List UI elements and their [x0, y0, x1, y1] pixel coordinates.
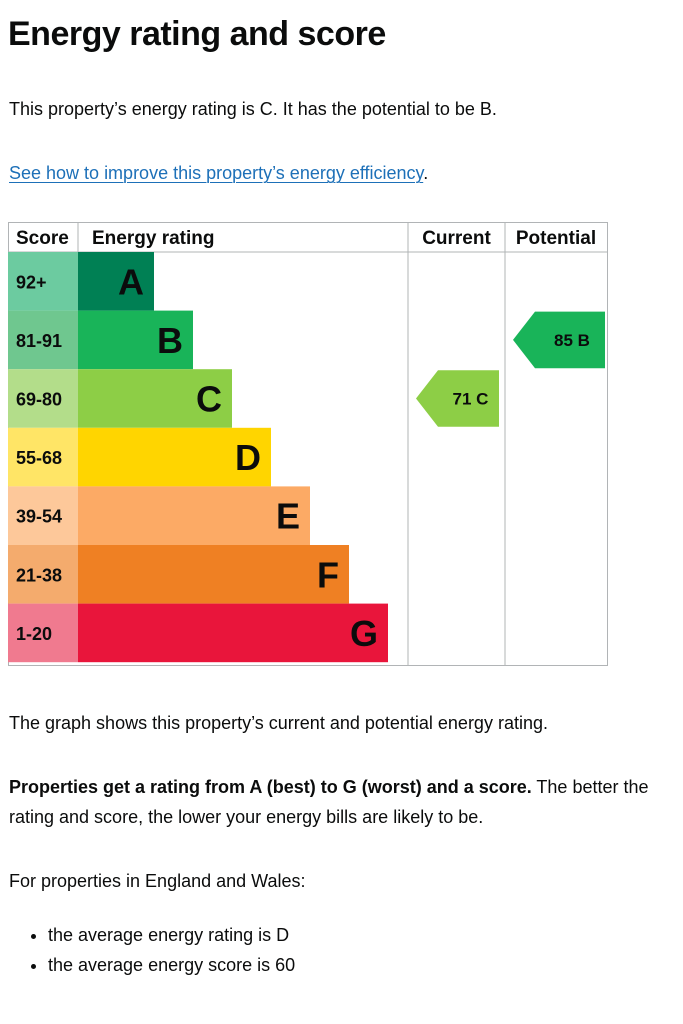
graph-caption: The graph shows this property’s current … — [9, 713, 548, 733]
rating-bar-a — [78, 252, 154, 311]
score-label-c: 69-80 — [16, 390, 62, 410]
score-cell-d — [8, 427, 78, 487]
score-cell-f — [8, 545, 78, 604]
rating-bar-c — [78, 369, 232, 428]
potential-rating-label: 85 B — [554, 331, 590, 350]
header-energy-rating: Energy rating — [92, 228, 214, 249]
improve-paragraph: See how to improve this property’s energ… — [9, 158, 669, 188]
rating-letter-e: E — [276, 496, 300, 537]
rating-bar-e — [78, 486, 310, 545]
current-rating-arrow — [416, 370, 499, 427]
region-intro: For properties in England and Wales: — [9, 871, 306, 891]
improve-link-suffix: . — [423, 163, 429, 183]
energy-rating-chart: Score Energy rating Current Potential 92+ A 81… — [8, 222, 608, 666]
header-potential: Potential — [516, 228, 596, 249]
score-cell-e — [8, 486, 78, 545]
ratings-explanation-bold: Properties get a rating from A (best) to… — [9, 777, 532, 797]
score-label-f: 21-38 — [16, 565, 62, 585]
score-label-a: 92+ — [16, 272, 47, 292]
rating-bar-f — [78, 545, 349, 604]
score-label-e: 39-54 — [16, 507, 62, 527]
potential-rating-arrow — [513, 311, 605, 369]
header-current: Current — [422, 228, 491, 249]
score-cell-a — [8, 252, 78, 311]
list-item-average-score: the average energy score is 60 — [48, 950, 295, 980]
score-cell-b — [8, 310, 78, 370]
energy-rating-graph: Score Energy rating Current Potential 92+ A 81… — [8, 222, 608, 666]
ratings-explanation-rest: The better the rating and score, the low… — [9, 777, 649, 827]
score-label-b: 81-91 — [16, 331, 62, 351]
rating-bar-d — [78, 427, 271, 487]
improve-efficiency-link[interactable]: See how to improve this property’s energ… — [9, 163, 424, 183]
rating-bar-g — [78, 603, 388, 663]
score-label-g: 1-20 — [16, 624, 52, 644]
ratings-explanation: Properties get a rating from A (best) to… — [9, 772, 669, 832]
score-label-d: 55-68 — [16, 448, 62, 468]
rating-letter-c: C — [196, 379, 222, 420]
rating-letter-f: F — [317, 554, 339, 595]
list-item-average-rating: the average energy rating is D — [48, 920, 295, 950]
header-score: Score — [16, 228, 69, 249]
rating-letter-a: A — [118, 261, 144, 302]
rating-letter-d: D — [235, 437, 261, 478]
score-cell-g — [8, 603, 78, 663]
page-title: Energy rating and score — [8, 15, 386, 53]
current-rating-label: 71 C — [453, 390, 489, 409]
rating-intro: This property’s energy rating is C. It h… — [9, 99, 497, 119]
rating-letter-g: G — [350, 613, 378, 654]
rating-bar-b — [78, 310, 193, 370]
averages-list: the average energy rating is D the avera… — [24, 920, 295, 980]
rating-letter-b: B — [157, 320, 183, 361]
score-cell-c — [8, 369, 78, 428]
